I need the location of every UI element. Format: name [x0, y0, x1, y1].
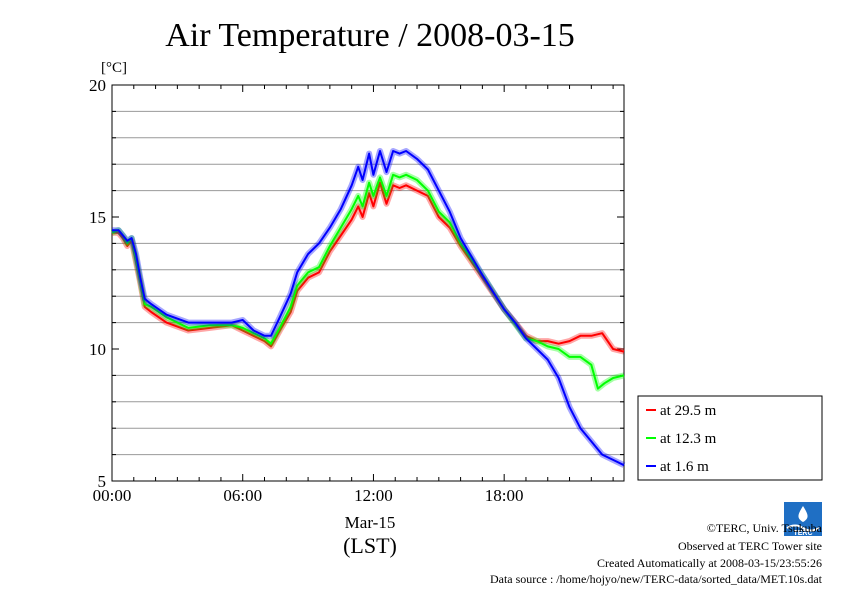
y-tick-label: 15: [89, 208, 106, 227]
terc-logo: TERC: [784, 502, 822, 537]
x-axis-date: Mar-15: [345, 513, 396, 532]
footer-source: Data source : /home/hojyo/new/TERC-data/…: [490, 572, 823, 586]
x-tick-label: 06:00: [223, 486, 262, 505]
legend-box: [637, 395, 823, 481]
y-tick-label: 20: [89, 76, 106, 95]
series-line-2: [111, 173, 625, 390]
y-tick-label: 10: [89, 340, 106, 359]
footer-created: Created Automatically at 2008-03-15/23:5…: [597, 556, 822, 570]
series-line-3: [112, 150, 625, 467]
logo-text: TERC: [793, 530, 812, 537]
footer-copyright: ©TERC, Univ. Tsukuba: [707, 521, 823, 535]
series-layer: [110, 148, 626, 468]
plot-frame: [111, 84, 625, 482]
axis-ticks: 5 10 15 20 00:00 06:00 12:00 18:00: [89, 76, 624, 505]
legend-label: at 12.3 m: [660, 431, 717, 447]
legend-label: at 29.5 m: [660, 403, 717, 419]
chart-title: Air Temperature / 2008-03-15: [165, 17, 575, 54]
x-tick-label: 12:00: [354, 486, 393, 505]
x-tick-label: 18:00: [485, 486, 524, 505]
x-axis-label: (LST): [343, 533, 397, 558]
legend: at 29.5 m at 12.3 m at 1.6 m: [637, 395, 823, 481]
legend-label: at 1.6 m: [660, 459, 709, 475]
y-tick-label: 5: [98, 472, 107, 491]
gridlines: [112, 110, 624, 456]
footer-site: Observed at TERC Tower site: [678, 539, 822, 553]
x-tick-label: 00:00: [93, 486, 132, 505]
y-axis-unit: [°C]: [101, 60, 127, 76]
